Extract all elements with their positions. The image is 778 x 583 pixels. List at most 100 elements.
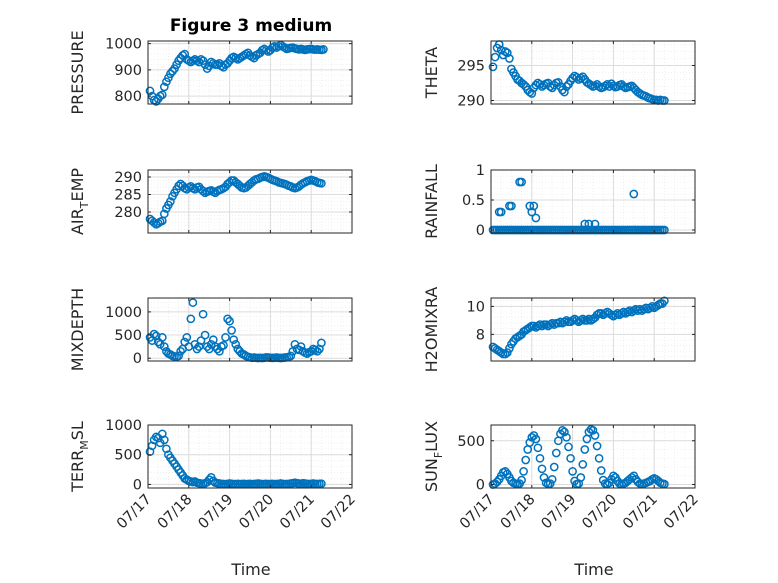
data-point (145, 86, 155, 96)
x-axis-label-right: Time (573, 560, 613, 579)
data-point (496, 348, 506, 357)
x-tick-label: 07/18 (155, 492, 196, 533)
data-point (519, 467, 528, 476)
data-point (174, 351, 183, 361)
data-point (149, 329, 159, 339)
y-axis-label: THETA (422, 47, 441, 99)
data-point (562, 316, 571, 325)
x-tick-label: 07/21 (277, 492, 318, 533)
axes-box (490, 297, 696, 362)
axes-box (147, 169, 353, 234)
data-point (196, 336, 206, 345)
data-point (159, 435, 169, 445)
data-point (274, 41, 283, 51)
y-tick-label: 500 (114, 328, 142, 344)
data-point (623, 307, 633, 317)
series-markers (488, 177, 669, 235)
data-point (231, 339, 241, 349)
data-point (545, 479, 555, 488)
data-point (594, 453, 604, 463)
data-point (537, 464, 547, 474)
data-point (572, 316, 582, 325)
data-point (578, 460, 588, 469)
panel-7: 0 500 1000 07/17 07/18 07/19 07/20 07/21 07/22 TE… (68, 418, 359, 532)
data-point (590, 431, 600, 440)
data-point (317, 178, 326, 188)
data-point (535, 453, 545, 463)
data-point (500, 349, 510, 359)
y-tick-label: 290 (114, 170, 142, 186)
data-point (533, 443, 543, 453)
data-point (545, 320, 555, 329)
data-point (200, 330, 210, 340)
y-tick-label: 10 (467, 299, 485, 315)
data-point (547, 318, 557, 328)
series-markers (145, 40, 328, 106)
data-point (488, 62, 498, 72)
data-point (223, 314, 232, 324)
data-point (580, 445, 590, 454)
panel-1: 800 900 1000 PRESSURE (68, 30, 353, 115)
data-point (219, 340, 228, 350)
data-point (592, 310, 602, 320)
data-point (617, 309, 626, 318)
data-point (159, 82, 169, 92)
data-point (613, 309, 622, 318)
data-point (576, 73, 586, 83)
y-axis-label: AIRTEMP (68, 168, 91, 235)
data-point (521, 455, 531, 465)
data-point (527, 89, 537, 98)
series-markers (488, 296, 669, 359)
series-markers (488, 425, 669, 489)
data-point (296, 342, 306, 351)
data-point (180, 49, 190, 59)
data-point (609, 471, 618, 481)
data-point (317, 338, 326, 348)
series-markers (488, 40, 669, 105)
y-axis-label: TERRMSL (68, 421, 91, 493)
data-point (578, 314, 588, 324)
y-axis-label: RAINFALL (422, 164, 441, 239)
data-point (529, 201, 539, 211)
x-tick-label: 07/17 (114, 492, 155, 533)
x-tick-label: 07/17 (457, 492, 498, 533)
y-tick-label: 1000 (105, 37, 142, 53)
data-point (566, 453, 575, 463)
x-tick-label: 07/20 (579, 492, 620, 533)
y-tick-label: 295 (457, 59, 485, 75)
x-tick-label: 07/18 (498, 492, 539, 533)
series-markers (145, 429, 326, 489)
y-tick-label: 0 (133, 477, 142, 493)
data-point (507, 201, 516, 211)
data-point (660, 225, 669, 235)
data-point (596, 309, 606, 318)
panel-5: 0 500 1000 MIXDEPTH (68, 288, 353, 371)
data-point (613, 82, 622, 91)
data-point (531, 80, 541, 90)
data-point (192, 344, 202, 354)
y-tick-label: 1000 (105, 305, 142, 321)
data-point (602, 80, 612, 89)
y-tick-label: 1000 (105, 418, 142, 434)
data-point (490, 52, 500, 62)
y-tick-label: 0.5 (462, 193, 485, 209)
data-point (560, 427, 569, 437)
data-point (551, 448, 561, 458)
data-point (227, 326, 236, 335)
data-point (560, 87, 569, 97)
data-point (317, 479, 326, 489)
y-tick-label: 280 (114, 205, 142, 221)
x-tick-label: 07/19 (539, 492, 580, 533)
data-point (517, 475, 526, 485)
data-point (225, 177, 234, 187)
data-point (580, 219, 590, 229)
y-tick-label: 500 (114, 448, 142, 464)
x-tick-label: 07/19 (196, 492, 237, 533)
data-point (159, 342, 169, 351)
data-point (639, 304, 649, 314)
y-tick-label: 0 (476, 223, 485, 239)
data-point (537, 321, 547, 331)
data-point (505, 54, 514, 63)
data-point (660, 296, 669, 306)
